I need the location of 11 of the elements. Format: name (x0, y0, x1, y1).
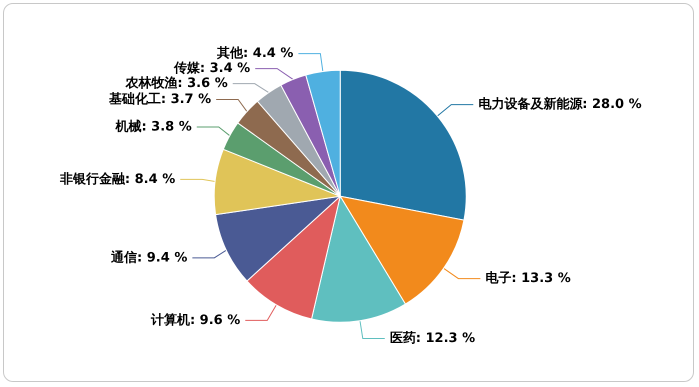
slice-label: 计算机: 9.6 % (150, 312, 240, 328)
slice-label: 农林牧渔: 3.6 % (124, 76, 228, 92)
slice-label: 电子: 13.3 % (485, 271, 571, 286)
slice-label: 非银行金融: 8.4 % (58, 172, 176, 187)
slice-label: 其他: 4.4 % (216, 46, 294, 62)
slice-label: 电力设备及新能源: 28.0 % (478, 96, 642, 112)
slice-label: 通信: 9.4 % (110, 249, 188, 266)
slice-label: 基础化工: 3.7 % (108, 92, 212, 107)
slice-label: 传媒: 3.4 % (172, 61, 250, 76)
slice-label: 机械: 3.8 % (114, 120, 192, 135)
slice-label: 医药: 12.3 % (390, 330, 476, 346)
